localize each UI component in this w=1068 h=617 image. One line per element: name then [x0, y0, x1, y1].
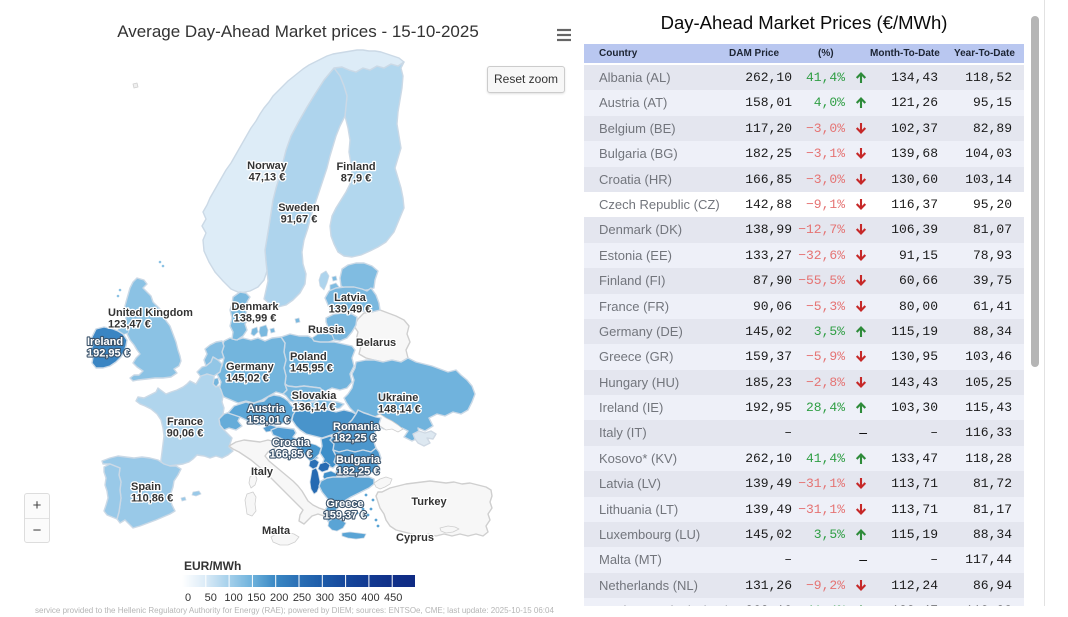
- svg-text:50: 50: [205, 592, 217, 604]
- svg-text:Russia: Russia: [308, 324, 345, 336]
- svg-text:450: 450: [384, 592, 402, 604]
- svg-text:200: 200: [270, 592, 288, 604]
- svg-text:250: 250: [293, 592, 311, 604]
- svg-text:Turkey: Turkey: [411, 496, 447, 508]
- svg-text:400: 400: [361, 592, 379, 604]
- svg-text:Malta: Malta: [262, 525, 291, 537]
- svg-text:150: 150: [247, 592, 265, 604]
- svg-text:Cyprus: Cyprus: [396, 532, 434, 544]
- svg-text:0: 0: [185, 592, 191, 604]
- svg-text:EUR/MWh: EUR/MWh: [184, 559, 241, 573]
- svg-text:300: 300: [316, 592, 334, 604]
- svg-text:Belarus: Belarus: [356, 337, 396, 349]
- svg-text:350: 350: [338, 592, 356, 604]
- svg-text:100: 100: [224, 592, 242, 604]
- svg-text:Italy: Italy: [251, 466, 274, 478]
